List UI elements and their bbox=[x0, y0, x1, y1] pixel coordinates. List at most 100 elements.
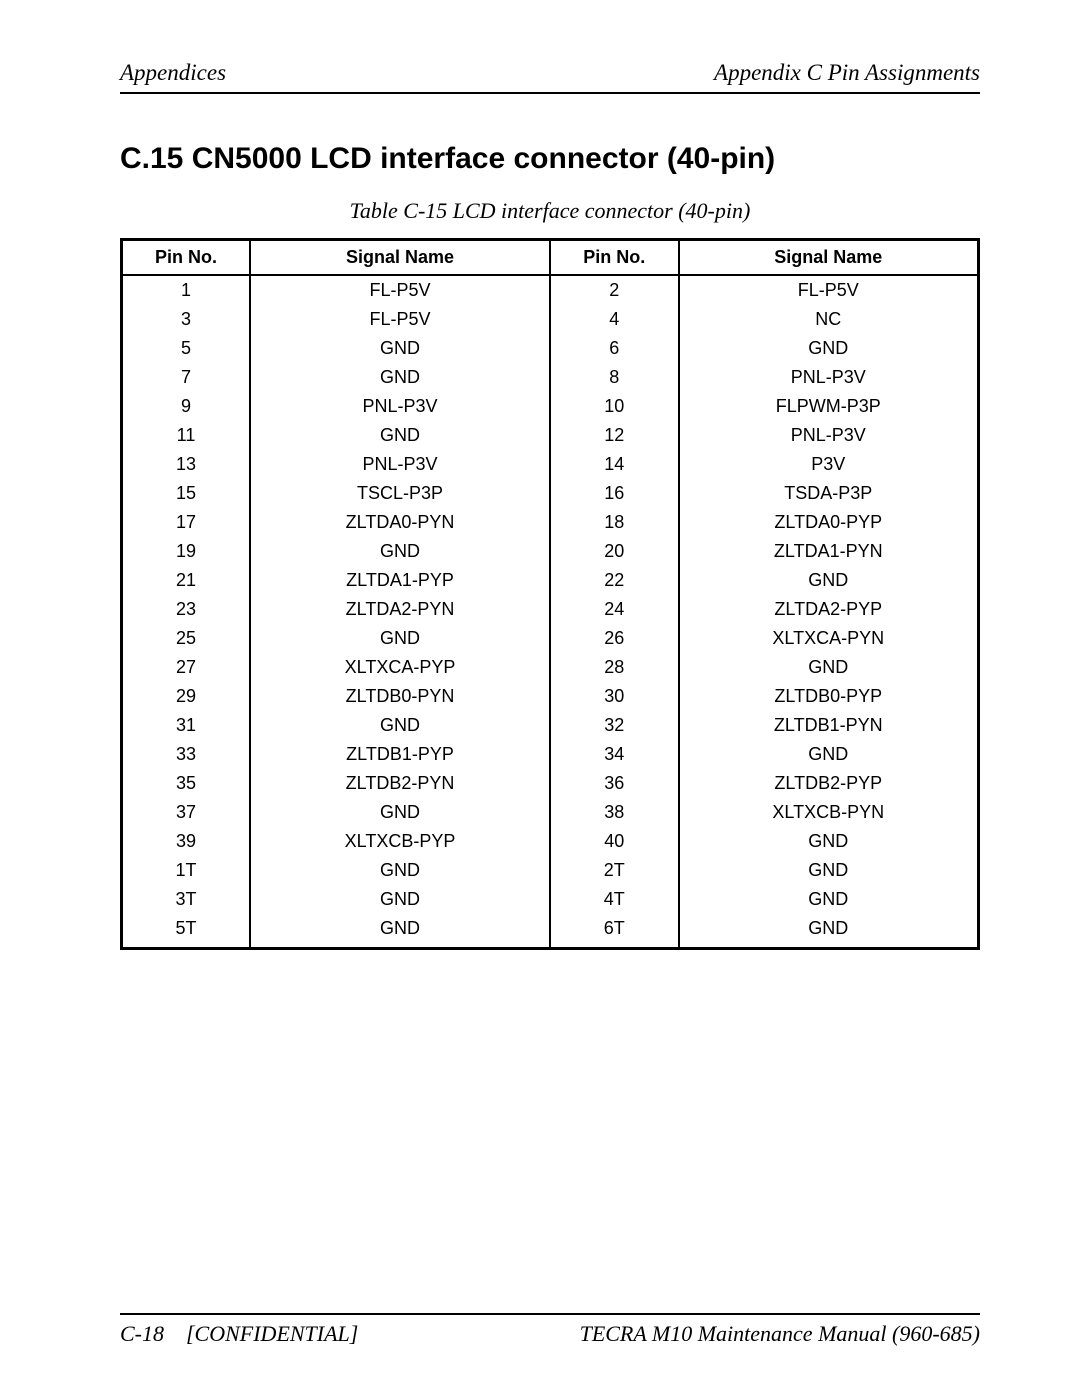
signal-cell: ZLTDB2-PYN bbox=[250, 769, 550, 798]
table-row: 27XLTXCA-PYP28GND bbox=[122, 653, 979, 682]
header-right: Appendix C Pin Assignments bbox=[714, 60, 980, 86]
pin-cell: 12 bbox=[550, 421, 679, 450]
signal-cell: GND bbox=[250, 885, 550, 914]
header-left: Appendices bbox=[120, 60, 226, 86]
signal-cell: GND bbox=[250, 856, 550, 885]
table-row: 39XLTXCB-PYP40GND bbox=[122, 827, 979, 856]
pin-cell: 21 bbox=[122, 566, 251, 595]
pin-cell: 23 bbox=[122, 595, 251, 624]
signal-cell: XLTXCA-PYP bbox=[250, 653, 550, 682]
signal-cell: GND bbox=[679, 653, 979, 682]
table-row: 7GND8PNL-P3V bbox=[122, 363, 979, 392]
pin-cell: 5 bbox=[122, 334, 251, 363]
pin-cell: 8 bbox=[550, 363, 679, 392]
signal-cell: XLTXCB-PYP bbox=[250, 827, 550, 856]
pin-cell: 4T bbox=[550, 885, 679, 914]
pin-cell: 25 bbox=[122, 624, 251, 653]
col-header-pin2: Pin No. bbox=[550, 240, 679, 276]
signal-cell: GND bbox=[250, 334, 550, 363]
signal-cell: FL-P5V bbox=[250, 305, 550, 334]
signal-cell: PNL-P3V bbox=[679, 421, 979, 450]
pin-cell: 6 bbox=[550, 334, 679, 363]
pin-cell: 1 bbox=[122, 275, 251, 305]
page: Appendices Appendix C Pin Assignments C.… bbox=[0, 0, 1080, 1397]
signal-cell: P3V bbox=[679, 450, 979, 479]
pin-cell: 3T bbox=[122, 885, 251, 914]
pin-cell: 13 bbox=[122, 450, 251, 479]
pin-table: Pin No. Signal Name Pin No. Signal Name … bbox=[120, 238, 980, 950]
table-row: 19GND20ZLTDA1-PYN bbox=[122, 537, 979, 566]
signal-cell: FLPWM-P3P bbox=[679, 392, 979, 421]
footer-left: C-18 [CONFIDENTIAL] bbox=[120, 1321, 358, 1347]
signal-cell: ZLTDA2-PYP bbox=[679, 595, 979, 624]
table-row: 31GND32ZLTDB1-PYN bbox=[122, 711, 979, 740]
signal-cell: ZLTDA0-PYN bbox=[250, 508, 550, 537]
pin-cell: 29 bbox=[122, 682, 251, 711]
signal-cell: XLTXCA-PYN bbox=[679, 624, 979, 653]
table-row: 1FL-P5V2FL-P5V bbox=[122, 275, 979, 305]
table-row: 25GND26XLTXCA-PYN bbox=[122, 624, 979, 653]
signal-cell: NC bbox=[679, 305, 979, 334]
footer: C-18 [CONFIDENTIAL] TECRA M10 Maintenanc… bbox=[120, 1313, 980, 1347]
pin-cell: 4 bbox=[550, 305, 679, 334]
pin-cell: 19 bbox=[122, 537, 251, 566]
table-caption: Table C-15 LCD interface connector (40-p… bbox=[120, 198, 980, 224]
pin-cell: 15 bbox=[122, 479, 251, 508]
pin-cell: 9 bbox=[122, 392, 251, 421]
table-row: 5GND6GND bbox=[122, 334, 979, 363]
table-row: 33ZLTDB1-PYP34GND bbox=[122, 740, 979, 769]
signal-cell: ZLTDA2-PYN bbox=[250, 595, 550, 624]
table-row: 35ZLTDB2-PYN36ZLTDB2-PYP bbox=[122, 769, 979, 798]
table-row: 13PNL-P3V14P3V bbox=[122, 450, 979, 479]
signal-cell: GND bbox=[679, 566, 979, 595]
pin-cell: 34 bbox=[550, 740, 679, 769]
pin-cell: 14 bbox=[550, 450, 679, 479]
table-row: 5TGND6TGND bbox=[122, 914, 979, 949]
pin-cell: 18 bbox=[550, 508, 679, 537]
signal-cell: PNL-P3V bbox=[679, 363, 979, 392]
signal-cell: ZLTDB0-PYN bbox=[250, 682, 550, 711]
pin-cell: 27 bbox=[122, 653, 251, 682]
signal-cell: GND bbox=[679, 334, 979, 363]
pin-cell: 37 bbox=[122, 798, 251, 827]
pin-cell: 3 bbox=[122, 305, 251, 334]
table-row: 17ZLTDA0-PYN18ZLTDA0-PYP bbox=[122, 508, 979, 537]
pin-cell: 20 bbox=[550, 537, 679, 566]
pin-cell: 17 bbox=[122, 508, 251, 537]
table-row: 11GND12PNL-P3V bbox=[122, 421, 979, 450]
signal-cell: ZLTDB0-PYP bbox=[679, 682, 979, 711]
pin-cell: 2T bbox=[550, 856, 679, 885]
signal-cell: GND bbox=[250, 914, 550, 949]
signal-cell: GND bbox=[250, 537, 550, 566]
signal-cell: ZLTDA0-PYP bbox=[679, 508, 979, 537]
pin-cell: 24 bbox=[550, 595, 679, 624]
signal-cell: GND bbox=[679, 740, 979, 769]
pin-cell: 1T bbox=[122, 856, 251, 885]
pin-cell: 2 bbox=[550, 275, 679, 305]
col-header-sig2: Signal Name bbox=[679, 240, 979, 276]
pin-cell: 38 bbox=[550, 798, 679, 827]
footer-manual: TECRA M10 Maintenance Manual (960-685) bbox=[580, 1321, 980, 1347]
signal-cell: GND bbox=[250, 711, 550, 740]
pin-cell: 10 bbox=[550, 392, 679, 421]
table-row: 23ZLTDA2-PYN24ZLTDA2-PYP bbox=[122, 595, 979, 624]
table-row: 1TGND2TGND bbox=[122, 856, 979, 885]
pin-cell: 5T bbox=[122, 914, 251, 949]
table-row: 15TSCL-P3P16TSDA-P3P bbox=[122, 479, 979, 508]
section-title: C.15 CN5000 LCD interface connector (40-… bbox=[120, 142, 980, 176]
table-header-row: Pin No. Signal Name Pin No. Signal Name bbox=[122, 240, 979, 276]
signal-cell: GND bbox=[679, 827, 979, 856]
table-row: 3TGND4TGND bbox=[122, 885, 979, 914]
pin-cell: 39 bbox=[122, 827, 251, 856]
pin-cell: 11 bbox=[122, 421, 251, 450]
pin-cell: 22 bbox=[550, 566, 679, 595]
table-row: 37GND38XLTXCB-PYN bbox=[122, 798, 979, 827]
table-row: 9PNL-P3V10FLPWM-P3P bbox=[122, 392, 979, 421]
col-header-pin1: Pin No. bbox=[122, 240, 251, 276]
signal-cell: GND bbox=[679, 856, 979, 885]
signal-cell: GND bbox=[250, 798, 550, 827]
footer-page: C-18 bbox=[120, 1321, 164, 1346]
table-row: 21ZLTDA1-PYP22GND bbox=[122, 566, 979, 595]
signal-cell: PNL-P3V bbox=[250, 450, 550, 479]
col-header-sig1: Signal Name bbox=[250, 240, 550, 276]
